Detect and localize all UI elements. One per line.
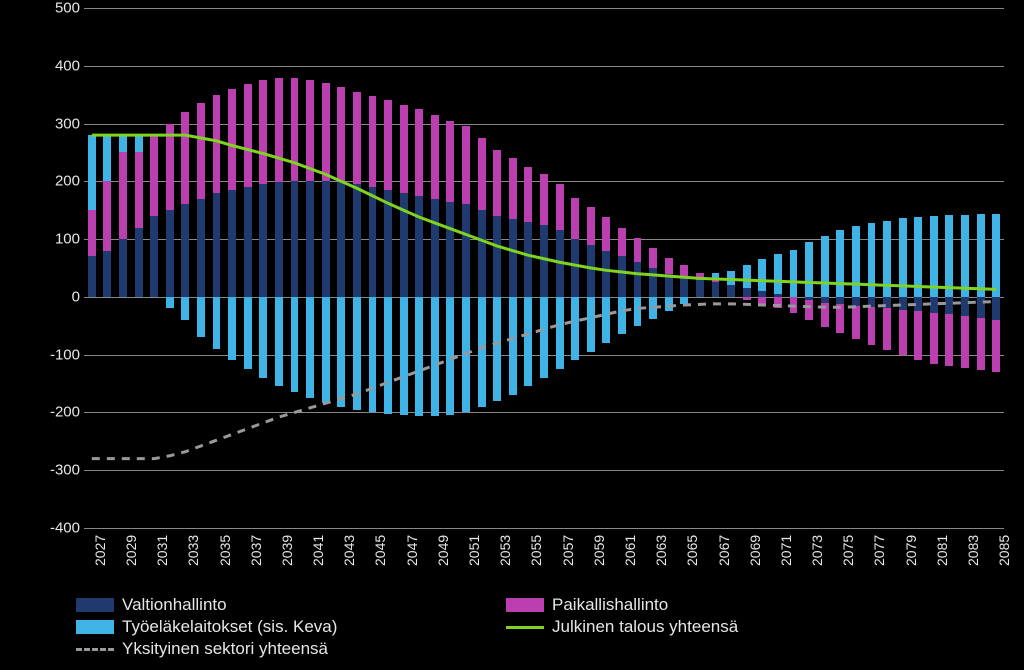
legend-label: Valtionhallinto [122, 595, 227, 615]
plot-area [84, 8, 1004, 528]
legend-label: Yksityinen sektori yhteensä [122, 639, 328, 659]
legend-swatch-box [76, 598, 114, 612]
legend-label: Työeläkelaitokset (sis. Keva) [122, 617, 337, 637]
legend-swatch-box [506, 598, 544, 612]
legend-swatch-line [506, 626, 544, 629]
legend-item-paikallishallinto: Paikallishallinto [506, 594, 936, 616]
legend-item-tyoelakelaitokset: Työeläkelaitokset (sis. Keva) [76, 616, 506, 638]
line-series [84, 8, 1004, 528]
legend-label: Julkinen talous yhteensä [552, 617, 738, 637]
legend-item-yksityinen: Yksityinen sektori yhteensä [76, 638, 506, 660]
legend-item-julkinen: Julkinen talous yhteensä [506, 616, 936, 638]
legend-swatch-dash [76, 648, 114, 651]
legend-label: Paikallishallinto [552, 595, 668, 615]
legend-swatch-box [76, 620, 114, 634]
legend-item-valtionhallinto: Valtionhallinto [76, 594, 506, 616]
chart-root: -400-300-200-1000100200300400500 2027202… [0, 0, 1024, 670]
legend: Valtionhallinto Paikallishallinto Työelä… [76, 594, 1006, 660]
